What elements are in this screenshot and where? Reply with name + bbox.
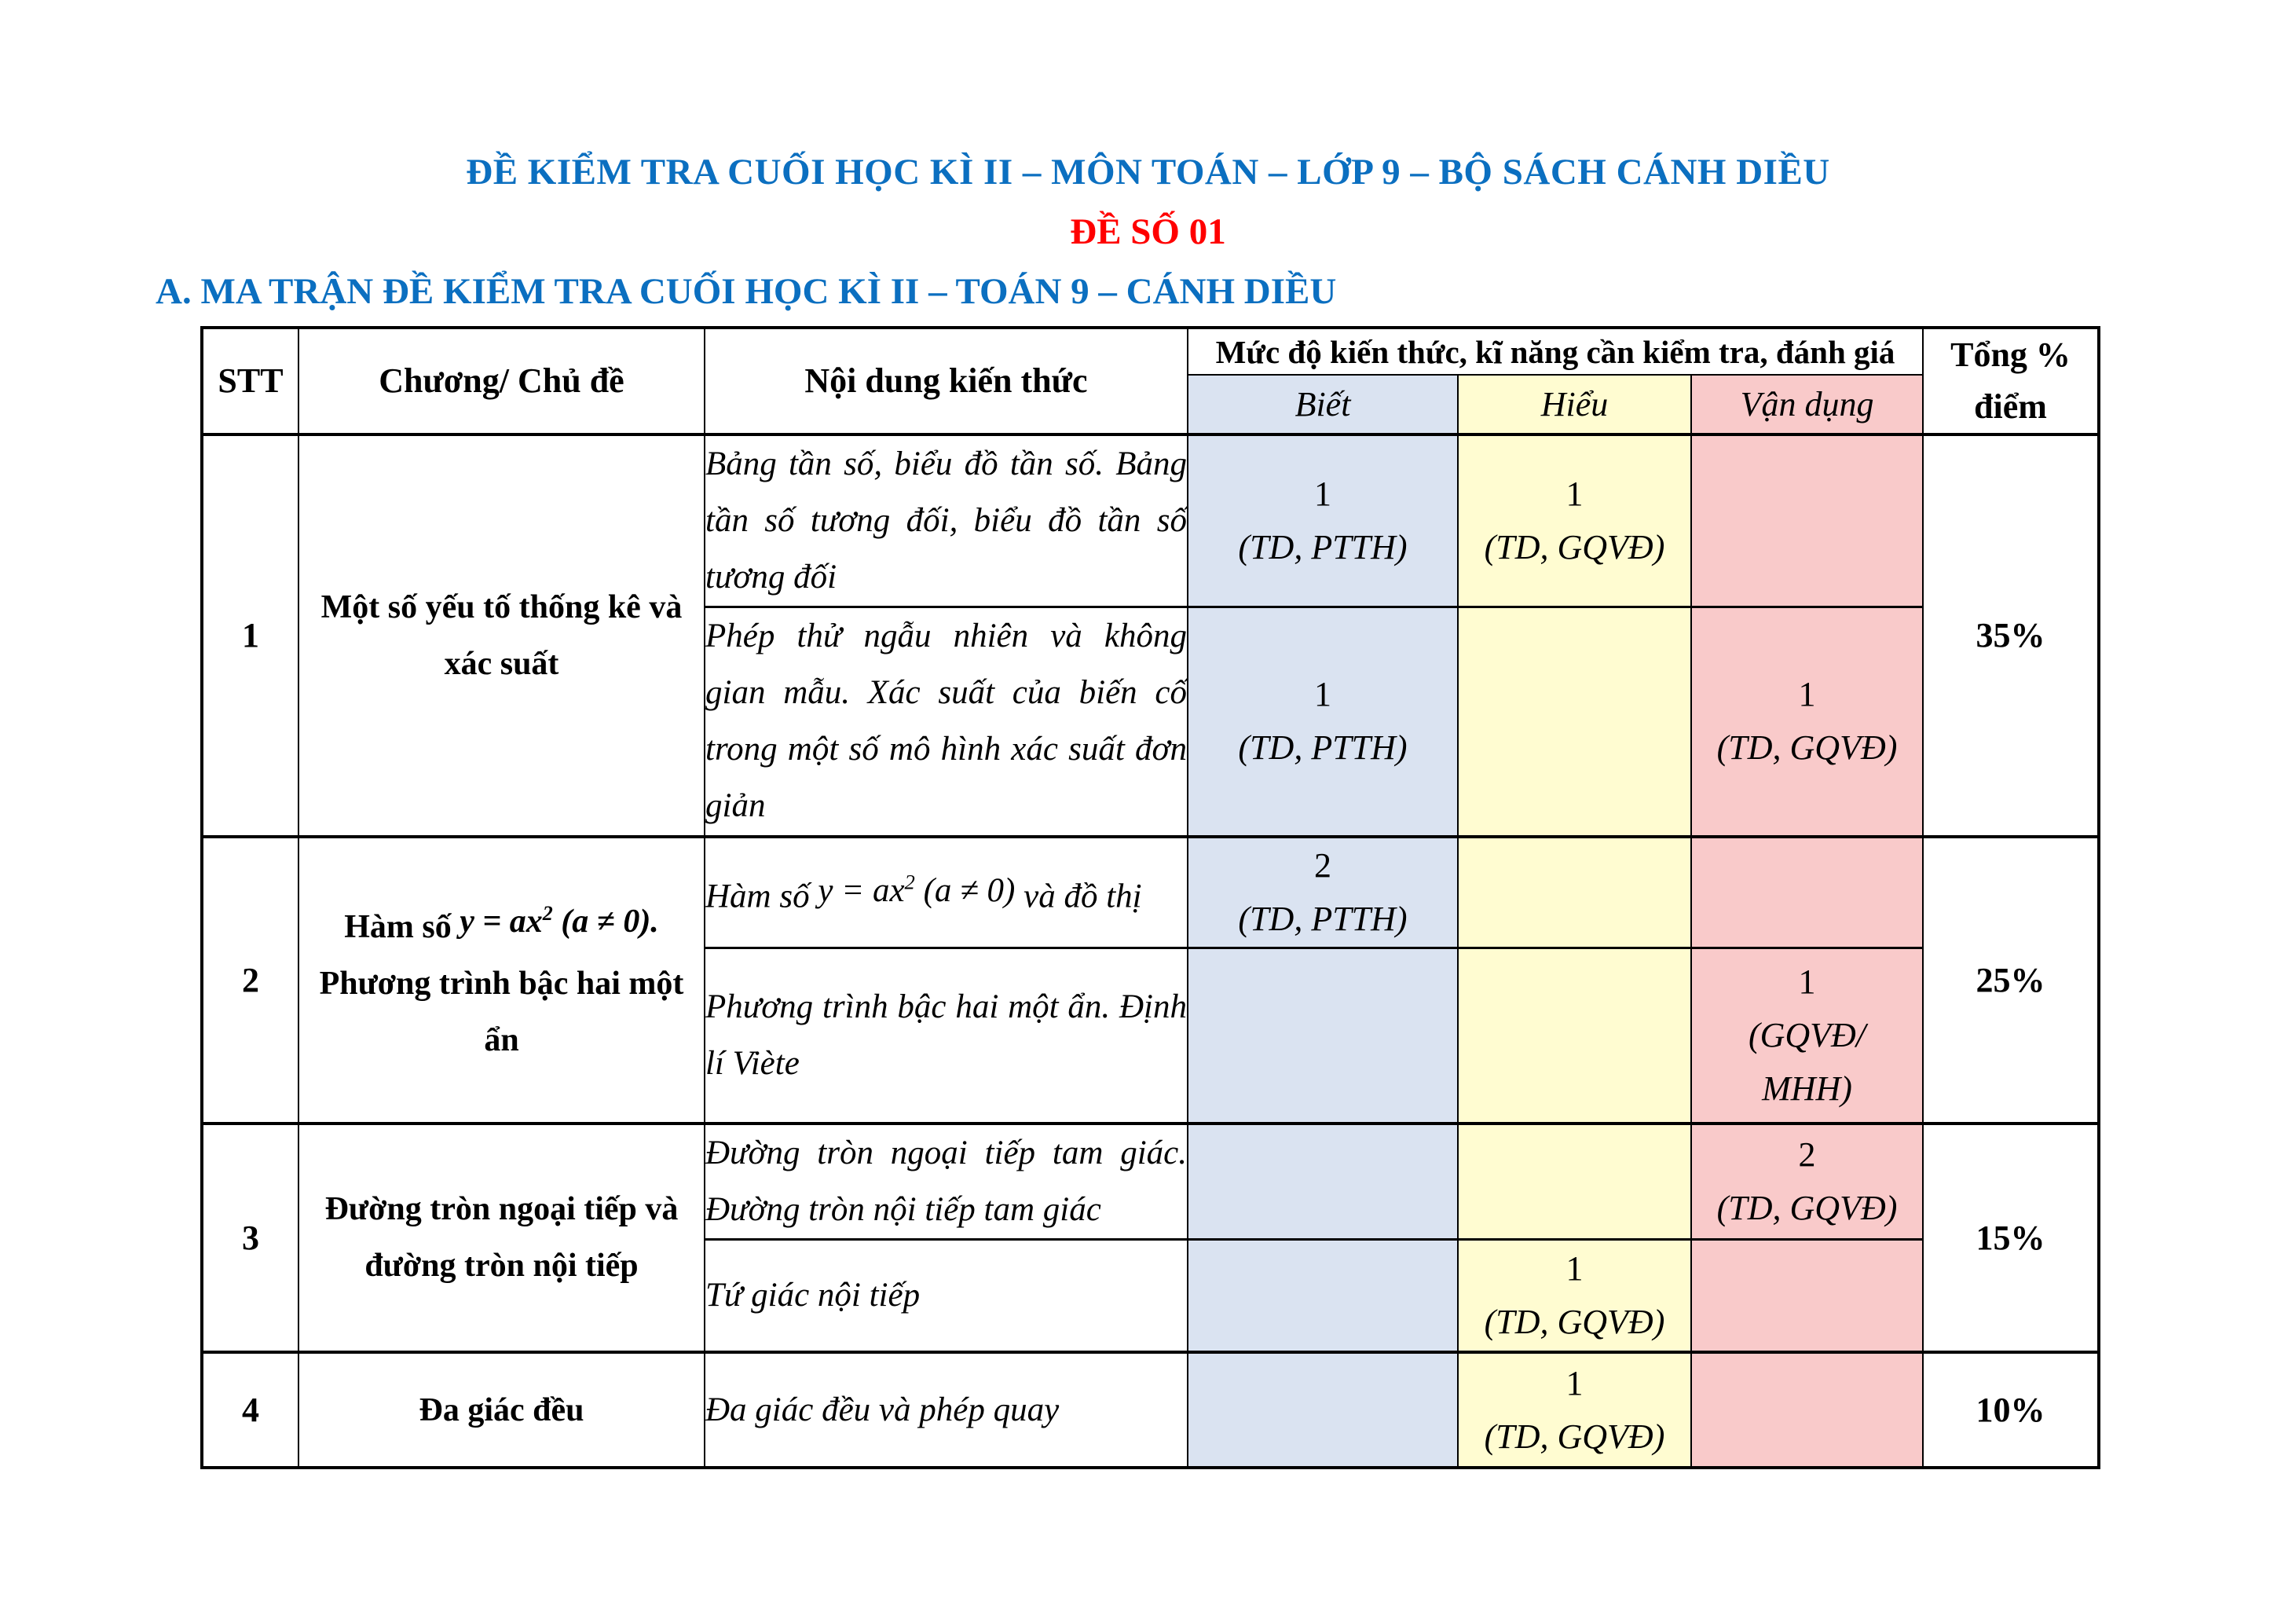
competency-tags: (TD, GQVĐ)	[1716, 728, 1898, 768]
row4-know-cell	[1187, 1351, 1459, 1468]
row3a-apply-cell: 2 (TD, GQVĐ)	[1690, 1121, 1924, 1240]
row1b-know-cell: 1 (TD, PTTH)	[1187, 606, 1459, 838]
question-count: 1	[1565, 1363, 1584, 1402]
row2a-know-cell: 2 (TD, PTTH)	[1187, 834, 1459, 949]
row3-chapter: Đường tròn ngoại tiếp và đường tròn nội …	[298, 1121, 705, 1353]
row3b-apply-cell	[1690, 1237, 1924, 1353]
header-stt: STT	[201, 327, 299, 435]
competency-tags: (TD, PTTH)	[1238, 528, 1408, 566]
row2a-content-post: và đồ thị	[1023, 878, 1142, 915]
competency-tags: (TD, GQVĐ)	[1716, 1188, 1898, 1227]
row2a-content: Hàm số y = ax2 (a ≠ 0) và đồ thị	[704, 834, 1188, 949]
row3a-content: Đường tròn ngoại tiếp tam giác. Đường tr…	[704, 1121, 1188, 1240]
question-count: 1	[1565, 475, 1584, 513]
table-row: 2 Hàm số y = ax2 (a ≠ 0). Phương trình b…	[201, 834, 2100, 1124]
question-count: 1	[1314, 675, 1331, 714]
row2-chapter: Hàm số y = ax2 (a ≠ 0). Phương trình bậc…	[298, 834, 705, 1124]
row2-stt: 2	[201, 834, 299, 1124]
header-level-know: Biết	[1187, 374, 1459, 435]
header-total: Tổng % điểm	[1922, 327, 2100, 435]
question-count: 1	[1314, 475, 1331, 513]
row2b-understand-cell	[1457, 947, 1692, 1124]
competency-tags: (TD, PTTH)	[1238, 728, 1408, 768]
header-total-line2: điểm	[1974, 387, 2047, 426]
row4-total: 10%	[1922, 1351, 2100, 1468]
exam-matrix-table: STT Chương/ Chủ đề Nội dung kiến thức Mứ…	[200, 326, 2101, 1469]
row3b-know-cell	[1187, 1237, 1459, 1353]
competency-tags: (TD, GQVĐ)	[1484, 1417, 1665, 1456]
header-chapter: Chương/ Chủ đề	[298, 327, 705, 435]
row2-chapter-post: Phương trình bậc hai một ẩn	[319, 966, 684, 1058]
question-count: 1	[1798, 962, 1816, 1001]
quadratic-function-formula: y = ax2 (a ≠ 0).	[460, 902, 659, 940]
table-row: Tứ giác nội tiếp 1 (TD, GQVĐ)	[202, 1237, 2099, 1353]
table-row: Phép thử ngẫu nhiên và không gian mẫu. X…	[202, 606, 2099, 838]
header-row-1: STT Chương/ Chủ đề Nội dung kiến thức Mứ…	[201, 326, 2100, 435]
row1a-content: Bảng tần số, biểu đồ tần số. Bảng tần số…	[704, 433, 1188, 608]
row1-stt: 1	[201, 433, 299, 838]
row4-apply-cell	[1690, 1351, 1924, 1468]
row1a-understand-cell: 1 (TD, GQVĐ)	[1457, 433, 1692, 608]
row3-total: 15%	[1922, 1121, 2100, 1353]
row3a-know-cell	[1187, 1121, 1459, 1240]
quadratic-function-formula: y = ax2 (a ≠ 0)	[818, 871, 1016, 910]
row4-stt: 4	[201, 1351, 299, 1468]
question-count: 1	[1565, 1248, 1584, 1288]
competency-tags: (GQVĐ/	[1748, 1015, 1866, 1054]
row3b-content: Tứ giác nội tiếp	[704, 1237, 1188, 1353]
row4-chapter: Đa giác đều	[298, 1351, 705, 1468]
row2b-content: Phương trình bậc hai một ẩn. Định lí Viè…	[704, 947, 1188, 1124]
row2a-understand-cell	[1457, 834, 1692, 949]
row2b-know-cell	[1187, 947, 1459, 1124]
question-count: 2	[1314, 845, 1331, 885]
row2-chapter-pre: Hàm số	[344, 909, 452, 945]
section-heading: A. MA TRẬN ĐỀ KIỂM TRA CUỐI HỌC KÌ II – …	[156, 271, 1337, 312]
table-row: 4 Đa giác đều Đa giác đều và phép quay 1…	[201, 1351, 2100, 1468]
question-count: 1	[1798, 675, 1816, 714]
row1b-apply-cell: 1 (TD, GQVĐ)	[1690, 606, 1924, 838]
row1-total: 35%	[1922, 433, 2100, 838]
row1b-content: Phép thử ngẫu nhiên và không gian mẫu. X…	[704, 606, 1188, 838]
row3a-understand-cell	[1457, 1121, 1692, 1240]
document-title: ĐỀ KIỂM TRA CUỐI HỌC KÌ II – MÔN TOÁN – …	[466, 152, 1830, 192]
row2a-content-pre: Hàm số	[705, 878, 810, 915]
header-level-understand: Hiểu	[1457, 374, 1692, 435]
row2a-apply-cell	[1690, 834, 1924, 949]
header-level-apply: Vận dụng	[1690, 374, 1924, 435]
row4-understand-cell: 1 (TD, GQVĐ)	[1457, 1351, 1692, 1468]
exam-number-title: ĐỀ SỐ 01	[1070, 211, 1226, 252]
header-levels-group: Mức độ kiến thức, kĩ năng cần kiểm tra, …	[1186, 326, 1924, 376]
table-row: Phương trình bậc hai một ẩn. Định lí Viè…	[202, 947, 2099, 1124]
row3-stt: 3	[201, 1121, 299, 1353]
table-row: 3 Đường tròn ngoại tiếp và đường tròn nộ…	[201, 1121, 2100, 1353]
row4-content: Đa giác đều và phép quay	[704, 1351, 1188, 1468]
row1a-apply-cell	[1690, 433, 1924, 608]
row2-total: 25%	[1922, 834, 2100, 1124]
header-row-2: Biết Hiểu Vận dụng	[202, 374, 2099, 435]
table-row: 1 Một số yếu tố thống kê và xác suất Bản…	[201, 433, 2100, 838]
question-count: 2	[1798, 1135, 1816, 1174]
competency-tags: MHH)	[1762, 1069, 1852, 1108]
row1b-understand-cell	[1457, 606, 1692, 838]
competency-tags: (TD, GQVĐ)	[1484, 528, 1665, 566]
header-content: Nội dung kiến thức	[704, 327, 1188, 435]
row3b-understand-cell: 1 (TD, GQVĐ)	[1457, 1237, 1692, 1353]
row1a-know-cell: 1 (TD, PTTH)	[1187, 433, 1459, 608]
row1-chapter: Một số yếu tố thống kê và xác suất	[298, 433, 705, 838]
row2b-apply-cell: 1 (GQVĐ/ MHH)	[1690, 947, 1924, 1124]
competency-tags: (TD, GQVĐ)	[1484, 1302, 1665, 1341]
competency-tags: (TD, PTTH)	[1238, 899, 1408, 938]
header-total-line1: Tổng %	[1950, 335, 2071, 374]
